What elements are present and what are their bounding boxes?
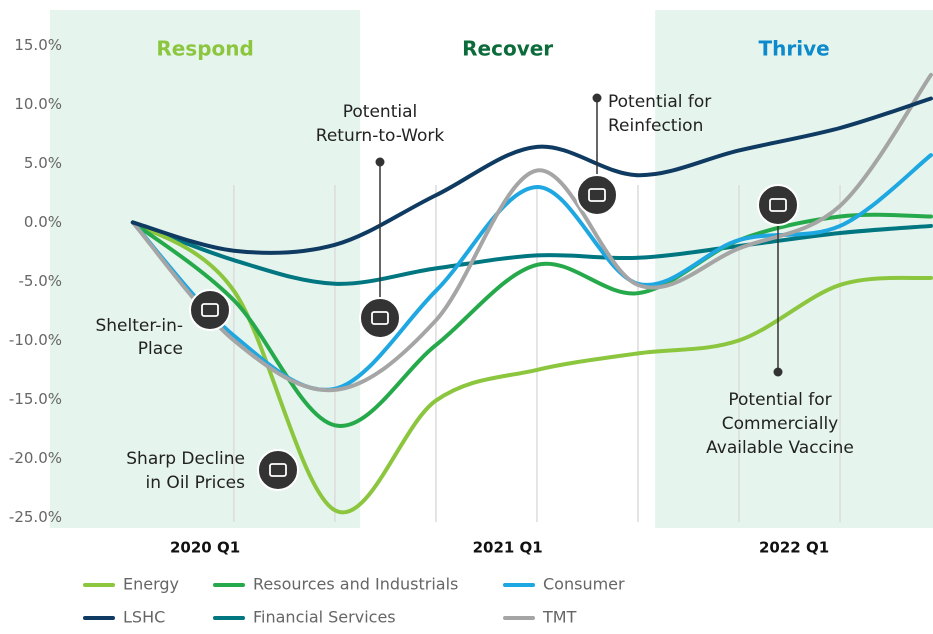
series-line (130, 96, 933, 255)
legend-label: Resources and Industrials (253, 575, 458, 594)
annotation-text: Reinfection (608, 116, 703, 136)
annotation-icon (576, 174, 618, 216)
annotation-text: Return-to-Work (316, 126, 445, 146)
series-line (130, 220, 933, 286)
series-line (130, 153, 933, 392)
period-label: 2022 Q1 (759, 539, 829, 557)
annotation-icon (757, 184, 799, 226)
y-tick-label: 10.0% (14, 95, 62, 113)
region-band (50, 10, 361, 528)
icon-glyph (371, 311, 389, 325)
annotation-icon (189, 289, 231, 331)
y-tick-label: -5.0% (18, 272, 62, 290)
annotation-text: Sharp Decline (126, 449, 245, 469)
series-line (130, 212, 933, 428)
series-line (130, 220, 933, 515)
period-label: 2020 Q1 (170, 539, 240, 557)
icon-glyph (769, 198, 787, 212)
legend-label: Consumer (543, 575, 625, 594)
y-tick-label: -25.0% (9, 508, 62, 526)
icon-glyph (269, 463, 287, 477)
y-tick-label: -15.0% (9, 390, 62, 408)
region-title: Thrive (758, 37, 829, 61)
annotation-text: Potential for (728, 390, 831, 410)
icon-glyph (201, 303, 219, 317)
annotation-icon (257, 449, 299, 491)
region-title: Respond (156, 37, 253, 61)
annotation-text: Place (138, 339, 183, 359)
annotation-text: Shelter-in- (95, 316, 183, 336)
annotation-text: Commercially (722, 414, 838, 434)
annotation-text: in Oil Prices (146, 473, 246, 493)
annotation-text: Potential (343, 102, 417, 122)
annotation-text: Available Vaccine (706, 438, 854, 458)
legend-label: Energy (123, 575, 179, 594)
y-tick-label: 5.0% (24, 154, 62, 172)
legend-label: LSHC (123, 608, 165, 627)
annotation-text: Potential for (608, 92, 711, 112)
annotation-dot (375, 157, 385, 167)
y-tick-label: 0.0% (24, 213, 62, 231)
annotation-dot (592, 93, 602, 103)
annotation-dot (773, 367, 783, 377)
legend-label: TMT (542, 608, 577, 627)
y-tick-label: -20.0% (9, 449, 62, 467)
period-label: 2021 Q1 (473, 539, 543, 557)
y-tick-label: 15.0% (14, 36, 62, 54)
y-tick-label: -10.0% (9, 331, 62, 349)
series-line (130, 72, 933, 393)
region-title: Recover (462, 37, 553, 61)
legend-label: Financial Services (253, 608, 396, 627)
annotation-icon (359, 297, 401, 339)
icon-glyph (588, 188, 606, 202)
